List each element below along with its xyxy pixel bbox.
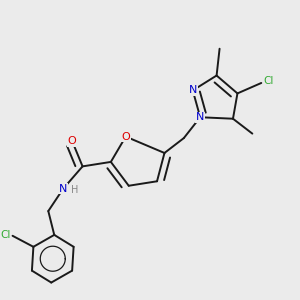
Text: O: O <box>68 136 76 146</box>
Text: Cl: Cl <box>263 76 274 86</box>
Text: N: N <box>59 184 68 194</box>
Text: N: N <box>189 85 197 95</box>
Text: H: H <box>71 185 78 195</box>
Text: N: N <box>196 112 204 122</box>
Text: O: O <box>122 132 130 142</box>
Text: Cl: Cl <box>0 230 10 240</box>
